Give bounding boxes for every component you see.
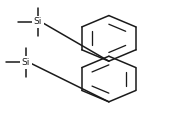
Text: Si: Si bbox=[22, 58, 30, 67]
Text: Si: Si bbox=[34, 17, 42, 26]
